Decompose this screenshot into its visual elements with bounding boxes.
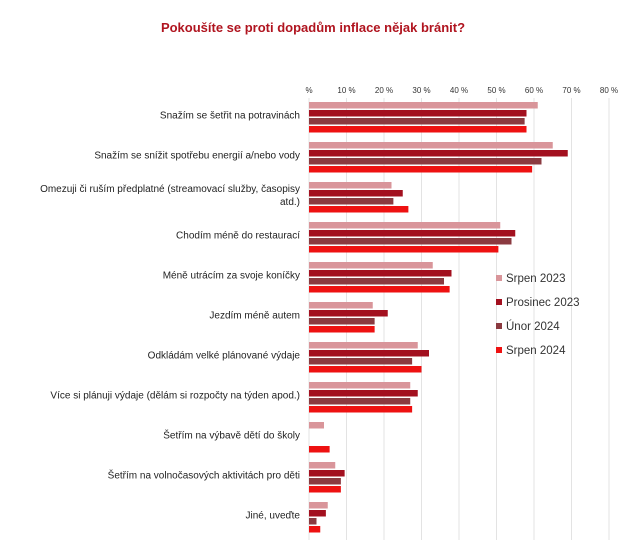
bar	[309, 206, 409, 213]
bar	[309, 222, 501, 229]
bar	[309, 326, 375, 333]
bar	[309, 446, 330, 453]
legend-label: Únor 2024	[506, 320, 560, 333]
bar	[309, 350, 429, 357]
category-label: Více si plánuji výdaje (dělám si rozpočt…	[50, 391, 300, 402]
category-label: Omezuji či ruším předplatné (streamovací…	[40, 184, 300, 195]
bar-layer	[309, 102, 568, 533]
bar	[309, 102, 538, 109]
bar	[309, 398, 411, 405]
x-tick-label: 30 %	[412, 86, 430, 95]
bar	[309, 238, 512, 245]
category-label: Jiné, uveďte	[245, 511, 300, 522]
bar	[309, 358, 413, 365]
legend: Srpen 2023 Prosinec 2023 Únor 2024 Srpen 20…	[496, 273, 580, 357]
category-label: Šetřím na výbavě dětí do školy	[163, 429, 300, 442]
tick-layer: % 10 % 20 % 30 % 40 % 50 % 60 % 70 % 80 %	[305, 86, 618, 95]
x-tick-label: 40 %	[450, 86, 468, 95]
x-tick-label: %	[305, 86, 312, 95]
bar	[309, 366, 422, 373]
legend-label: Srpen 2024	[506, 345, 566, 357]
bar	[309, 110, 527, 117]
bar	[309, 262, 433, 269]
x-tick-label: 60 %	[525, 86, 543, 95]
bar	[309, 422, 324, 429]
legend-swatch	[496, 275, 502, 281]
bar	[309, 390, 418, 397]
legend-swatch	[496, 347, 502, 353]
x-tick-label: 50 %	[487, 86, 505, 95]
bar	[309, 270, 452, 277]
category-label: Snažím se šetřit na potravinách	[160, 111, 300, 122]
category-label: Méně utrácím za svoje koníčky	[163, 271, 300, 282]
category-labels: Snažím se šetřit na potravinách Snažím se…	[40, 111, 300, 522]
x-tick-label: 70 %	[562, 86, 580, 95]
bar	[309, 150, 568, 157]
chart-title: Pokoušíte se proti dopadům inflace nějak…	[160, 20, 466, 35]
category-label: Šetřím na volnočasových aktivitách pro d…	[108, 469, 300, 482]
bar	[309, 478, 341, 485]
category-label: atd.)	[280, 197, 300, 208]
bar	[309, 518, 317, 525]
x-tick-label: 20 %	[375, 86, 393, 95]
x-tick-label: 80 %	[600, 86, 618, 95]
bar	[309, 182, 392, 189]
category-label: Chodím méně do restaurací	[176, 231, 300, 242]
category-label: Odkládám velké plánované výdaje	[148, 351, 301, 362]
bar	[309, 342, 418, 349]
bar	[309, 302, 373, 309]
bar	[309, 118, 525, 125]
bar	[309, 486, 341, 493]
legend-swatch	[496, 323, 502, 329]
category-label: Snažím se snížit spotřebu energií a/nebo…	[94, 151, 300, 162]
bar	[309, 470, 345, 477]
legend-label: Prosinec 2023	[506, 297, 580, 309]
bar	[309, 318, 375, 325]
legend-swatch	[496, 299, 502, 305]
bar	[309, 246, 499, 253]
bar	[309, 510, 326, 517]
bar	[309, 230, 516, 237]
bar	[309, 198, 394, 205]
x-tick-label: 10 %	[337, 86, 355, 95]
bar	[309, 142, 553, 149]
bar	[309, 286, 450, 293]
bar	[309, 382, 411, 389]
category-label: Jezdím méně autem	[209, 311, 300, 322]
bar	[309, 526, 321, 533]
bar	[309, 126, 527, 133]
legend-label: Srpen 2023	[506, 273, 565, 285]
bar	[309, 158, 542, 165]
bar	[309, 406, 413, 413]
bar	[309, 190, 403, 197]
bar	[309, 502, 328, 509]
bar	[309, 310, 388, 317]
bar	[309, 278, 444, 285]
bar	[309, 462, 336, 469]
bar	[309, 166, 533, 173]
